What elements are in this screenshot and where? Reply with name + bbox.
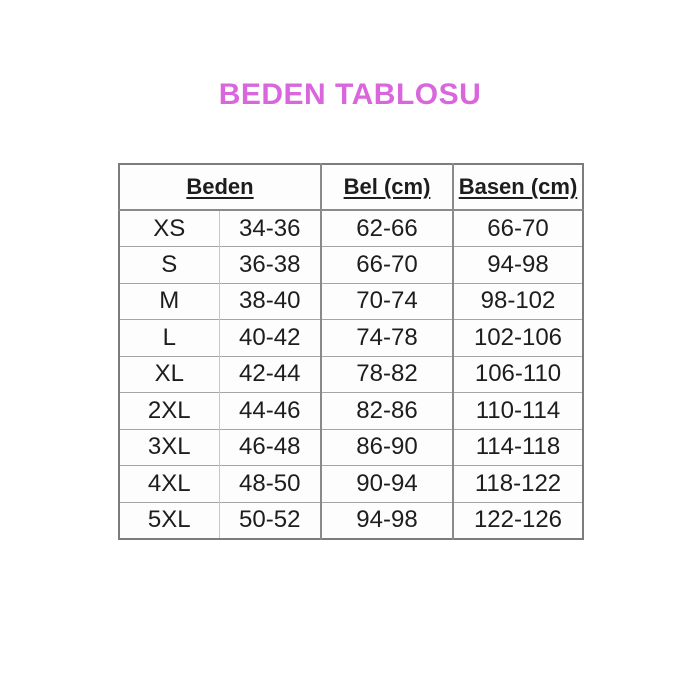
header-beden: Beden bbox=[119, 164, 321, 211]
cell-basen: 66-70 bbox=[452, 209, 583, 247]
table-row-3xl: 3XL 46-48 86-90 114-118 bbox=[119, 428, 583, 466]
cell-bel: 94-98 bbox=[320, 501, 453, 539]
cell-beden: 34-36 bbox=[218, 209, 321, 247]
cell-size: 2XL bbox=[119, 392, 219, 429]
cell-basen: 94-98 bbox=[452, 246, 583, 283]
cell-bel: 90-94 bbox=[320, 465, 453, 502]
cell-beden: 44-46 bbox=[218, 392, 321, 429]
table-row-xs: XS 34-36 62-66 66-70 bbox=[119, 209, 583, 247]
cell-beden: 36-38 bbox=[218, 246, 321, 283]
table-header-row: Beden Bel (cm) Basen (cm) bbox=[119, 164, 583, 211]
cell-basen: 110-114 bbox=[452, 392, 583, 429]
size-table: Beden Bel (cm) Basen (cm) XS 34-36 62-66… bbox=[118, 163, 584, 540]
cell-size: M bbox=[119, 282, 219, 320]
cell-bel: 78-82 bbox=[320, 355, 453, 393]
cell-basen: 122-126 bbox=[452, 501, 583, 539]
cell-beden: 50-52 bbox=[218, 501, 321, 539]
cell-beden: 38-40 bbox=[218, 282, 321, 320]
cell-size: 5XL bbox=[119, 501, 219, 539]
header-basen: Basen (cm) bbox=[452, 164, 583, 211]
table-row-m: M 38-40 70-74 98-102 bbox=[119, 282, 583, 320]
table-row-4xl: 4XL 48-50 90-94 118-122 bbox=[119, 465, 583, 502]
cell-size: 3XL bbox=[119, 428, 219, 466]
cell-bel: 70-74 bbox=[320, 282, 453, 320]
table-row-xl: XL 42-44 78-82 106-110 bbox=[119, 355, 583, 393]
table-row-5xl: 5XL 50-52 94-98 122-126 bbox=[119, 501, 583, 539]
cell-beden: 40-42 bbox=[218, 319, 321, 356]
cell-bel: 86-90 bbox=[320, 428, 453, 466]
cell-bel: 66-70 bbox=[320, 246, 453, 283]
cell-size: 4XL bbox=[119, 465, 219, 502]
cell-bel: 74-78 bbox=[320, 319, 453, 356]
cell-basen: 98-102 bbox=[452, 282, 583, 320]
cell-size: XS bbox=[119, 209, 219, 247]
cell-size: L bbox=[119, 319, 219, 356]
cell-size: S bbox=[119, 246, 219, 283]
table-row-s: S 36-38 66-70 94-98 bbox=[119, 246, 583, 283]
cell-basen: 114-118 bbox=[452, 428, 583, 466]
header-bel: Bel (cm) bbox=[320, 164, 453, 211]
cell-beden: 46-48 bbox=[218, 428, 321, 466]
cell-basen: 118-122 bbox=[452, 465, 583, 502]
cell-beden: 42-44 bbox=[218, 355, 321, 393]
cell-bel: 82-86 bbox=[320, 392, 453, 429]
page-title: BEDEN TABLOSU bbox=[218, 78, 482, 111]
cell-beden: 48-50 bbox=[218, 465, 321, 502]
cell-basen: 102-106 bbox=[452, 319, 583, 356]
table-row-2xl: 2XL 44-46 82-86 110-114 bbox=[119, 392, 583, 429]
cell-bel: 62-66 bbox=[320, 209, 453, 247]
cell-size: XL bbox=[119, 355, 219, 393]
table-row-l: L 40-42 74-78 102-106 bbox=[119, 319, 583, 356]
cell-basen: 106-110 bbox=[452, 355, 583, 393]
